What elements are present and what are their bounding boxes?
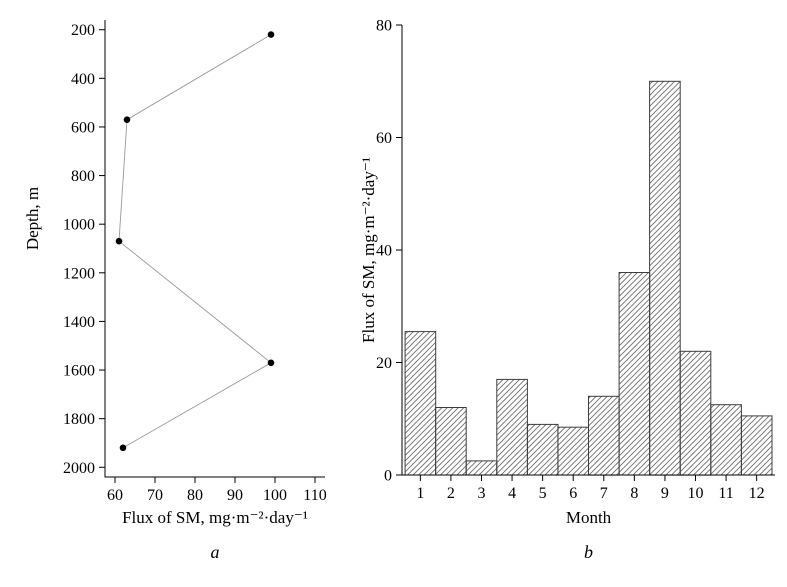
- y-tick-label: 80: [376, 18, 392, 35]
- depth-profile-chart: 200 400 600 800 1000 1200 1400 1600 1800 2000 60 70…: [23, 20, 327, 527]
- panel-a-label: a: [210, 542, 220, 562]
- y-tick-label: 1200: [63, 265, 95, 282]
- data-point: [115, 237, 123, 245]
- x-tick-label: 10: [688, 485, 704, 502]
- bar-month-10: [679, 350, 712, 476]
- x-axis-label: Month: [566, 508, 612, 527]
- data-point: [267, 359, 275, 367]
- y-tick-label: 40: [376, 243, 392, 260]
- y-tick-label: 0: [384, 468, 392, 485]
- x-tick-label: 4: [508, 485, 516, 502]
- axes: [104, 20, 325, 478]
- x-tick-label: 12: [749, 485, 765, 502]
- x-tick-label: 3: [477, 485, 485, 502]
- x-tick-label: 70: [147, 487, 163, 504]
- x-tick-label: 90: [227, 487, 243, 504]
- y-tick-label: 400: [71, 71, 95, 88]
- data-point: [267, 31, 275, 38]
- bar-month-5: [526, 423, 559, 476]
- panel-b-label: b: [584, 542, 593, 562]
- panel-b-monthly-flux: 0 20 40 60 80 1 2 3 4 5 6 7 8 9 10 11 12 Month Flux of SM,…: [360, 0, 787, 587]
- x-tick-label: 5: [539, 485, 547, 502]
- x-tick-label: 7: [600, 485, 608, 502]
- bar-month-7: [588, 395, 620, 476]
- bar-month-3: [465, 460, 498, 476]
- bar-month-1: [404, 331, 437, 476]
- y-tick-label: 60: [376, 130, 392, 147]
- y-tick-label: 1800: [63, 411, 95, 428]
- y-tick-label: 1000: [63, 217, 95, 234]
- x-tick-label: 11: [718, 485, 733, 502]
- profile-line: [118, 34, 272, 449]
- y-tick-label: 1600: [63, 363, 95, 380]
- x-tick-label: 8: [630, 485, 638, 502]
- bar-month-12: [740, 415, 773, 476]
- bar-month-8: [618, 272, 651, 476]
- x-tick-label: 80: [187, 487, 203, 504]
- y-tick-label: 600: [71, 119, 95, 136]
- x-tick-label: 100: [263, 487, 287, 504]
- x-axis-label: Flux of SM, mg·m⁻²·day⁻¹: [122, 508, 308, 527]
- y-tick-label: 800: [71, 168, 95, 185]
- bar-month-9: [649, 80, 681, 476]
- data-point: [123, 116, 131, 123]
- y-axis-label: Depth, m: [23, 187, 42, 250]
- bar-month-2: [435, 407, 467, 476]
- x-tick-label: 9: [661, 485, 669, 502]
- x-tick-label: 110: [303, 487, 326, 504]
- bar-month-6: [557, 426, 589, 476]
- panel-a-depth-profile: 200 400 600 800 1000 1200 1400 1600 1800 2000 60 70…: [0, 0, 360, 587]
- y-axis-label: Flux of SM, mg·m⁻²·day⁻¹: [360, 157, 378, 343]
- x-tick-label: 1: [416, 485, 424, 502]
- x-tick-label: 2: [447, 485, 455, 502]
- bar-month-11: [710, 404, 742, 476]
- x-tick-label: 6: [569, 485, 577, 502]
- x-tick-label: 60: [107, 487, 123, 504]
- data-point: [119, 444, 127, 452]
- y-tick-label: 1400: [63, 314, 95, 331]
- y-tick-label: 200: [71, 22, 95, 39]
- y-tick-label: 2000: [63, 460, 95, 477]
- y-tick-label: 20: [376, 355, 392, 372]
- bar-month-4: [496, 378, 528, 476]
